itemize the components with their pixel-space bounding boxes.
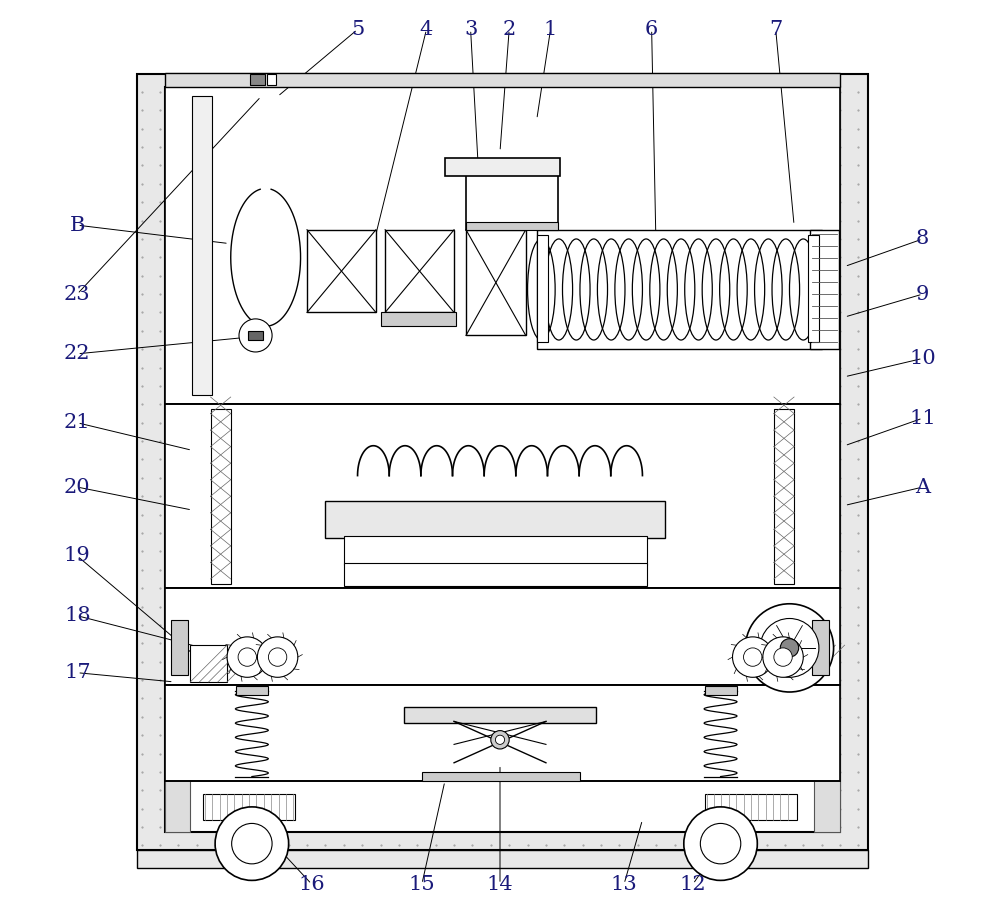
Bar [211, 409, 231, 584]
Circle shape [745, 604, 834, 692]
Bar [445, 158, 560, 176]
Bar [705, 686, 737, 695]
Text: 8: 8 [916, 230, 929, 248]
Circle shape [780, 639, 799, 657]
Bar [537, 230, 822, 349]
Bar [236, 686, 268, 695]
Text: 4: 4 [420, 20, 433, 39]
Circle shape [491, 731, 509, 749]
Bar [325, 501, 665, 538]
Bar [385, 230, 454, 312]
Text: 9: 9 [916, 285, 929, 303]
Bar [705, 794, 797, 820]
Text: A: A [915, 478, 930, 496]
Bar [137, 74, 868, 850]
Circle shape [495, 735, 505, 744]
Circle shape [700, 823, 741, 864]
Text: 11: 11 [909, 409, 936, 427]
Text: 22: 22 [64, 345, 91, 363]
Text: 17: 17 [64, 664, 91, 682]
Bar [250, 74, 265, 85]
Bar [810, 230, 839, 349]
Bar [381, 312, 456, 326]
Text: 19: 19 [64, 547, 91, 565]
Text: 1: 1 [544, 20, 557, 39]
Bar [344, 536, 647, 565]
Circle shape [232, 823, 272, 864]
Text: 15: 15 [409, 875, 435, 893]
Bar [248, 331, 263, 340]
Text: B: B [70, 216, 85, 234]
Bar [165, 73, 840, 87]
Bar [466, 230, 526, 335]
Bar [203, 794, 295, 820]
Bar [165, 87, 190, 832]
Text: 23: 23 [64, 285, 91, 303]
Text: 10: 10 [909, 349, 936, 368]
Bar [307, 230, 376, 312]
Bar [422, 772, 580, 781]
Bar [171, 620, 188, 675]
Bar [165, 404, 840, 588]
Bar [165, 87, 840, 832]
Text: 12: 12 [680, 875, 706, 893]
Circle shape [268, 648, 287, 666]
Bar [774, 409, 794, 584]
Bar [814, 87, 840, 832]
Bar [808, 235, 819, 342]
Circle shape [763, 637, 803, 677]
Bar [771, 645, 808, 682]
Circle shape [239, 319, 272, 352]
Text: 13: 13 [611, 875, 637, 893]
Text: 16: 16 [298, 875, 325, 893]
Circle shape [733, 637, 773, 677]
Circle shape [684, 807, 757, 880]
Text: 7: 7 [769, 20, 782, 39]
Bar [192, 96, 212, 395]
Circle shape [760, 618, 819, 677]
Bar [404, 707, 596, 723]
Text: 18: 18 [64, 607, 91, 625]
Text: 6: 6 [645, 20, 658, 39]
Circle shape [774, 648, 792, 666]
Text: 21: 21 [64, 414, 91, 432]
Text: 20: 20 [64, 478, 91, 496]
Circle shape [257, 637, 298, 677]
Bar [190, 645, 227, 682]
Text: 3: 3 [464, 20, 477, 39]
Bar [165, 685, 840, 781]
Text: 5: 5 [351, 20, 364, 39]
Bar [165, 588, 840, 685]
Text: 2: 2 [503, 20, 516, 39]
Bar [344, 563, 647, 586]
Text: 14: 14 [487, 875, 513, 893]
Circle shape [238, 648, 256, 666]
Bar [165, 87, 840, 404]
Bar [137, 850, 868, 868]
Bar [812, 620, 829, 675]
Circle shape [744, 648, 762, 666]
Circle shape [215, 807, 289, 880]
Bar [537, 235, 548, 342]
Circle shape [227, 637, 267, 677]
Bar [466, 222, 558, 230]
Bar [267, 74, 276, 85]
Bar [466, 175, 558, 230]
